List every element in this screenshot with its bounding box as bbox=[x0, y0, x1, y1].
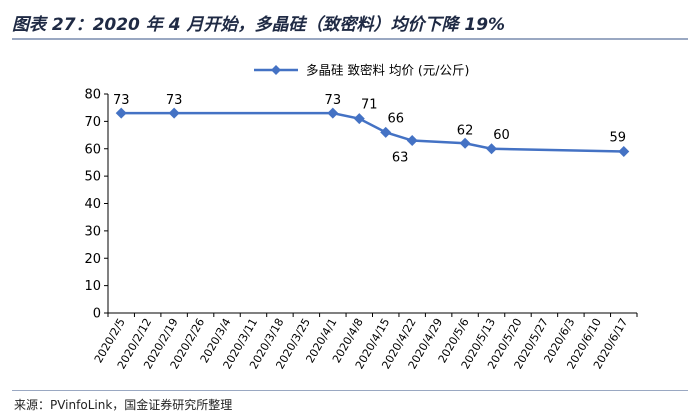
data-label: 59 bbox=[610, 130, 627, 145]
data-label: 66 bbox=[387, 111, 404, 126]
figure-title: 图表 27：2020 年 4 月开始，多晶硅（致密料）均价下降 19% bbox=[12, 15, 506, 35]
legend-label: 多晶硅 致密料 均价 (元/公斤) bbox=[306, 63, 469, 78]
legend-marker bbox=[271, 65, 281, 75]
data-label: 60 bbox=[493, 128, 510, 143]
y-tick-label: 60 bbox=[84, 142, 101, 157]
y-tick-label: 50 bbox=[84, 170, 101, 185]
y-tick-label: 0 bbox=[93, 307, 101, 322]
data-point-marker bbox=[486, 143, 498, 155]
y-tick-label: 20 bbox=[84, 252, 101, 267]
data-point-marker bbox=[353, 113, 365, 125]
title-bar: 图表 27：2020 年 4 月开始，多晶硅（致密料）均价下降 19% bbox=[12, 8, 688, 40]
series-line bbox=[121, 111, 624, 153]
y-tick-label: 80 bbox=[84, 88, 101, 103]
y-tick-label: 30 bbox=[84, 224, 101, 239]
data-label: 73 bbox=[325, 93, 342, 108]
data-point-marker bbox=[327, 107, 339, 119]
data-point-marker bbox=[115, 107, 127, 119]
data-point-marker bbox=[618, 145, 630, 157]
data-label: 63 bbox=[392, 151, 409, 166]
y-tick-label: 70 bbox=[84, 115, 101, 130]
y-tick-label: 40 bbox=[84, 197, 101, 212]
y-tick-label: 10 bbox=[84, 279, 101, 294]
data-point-marker bbox=[406, 135, 418, 147]
data-label: 62 bbox=[457, 123, 474, 138]
source-divider bbox=[12, 390, 688, 391]
data-point-marker bbox=[168, 107, 180, 119]
data-label: 71 bbox=[361, 98, 378, 113]
data-point-marker bbox=[459, 137, 471, 149]
data-point-marker bbox=[380, 126, 392, 138]
data-label: 73 bbox=[166, 93, 183, 108]
data-label: 73 bbox=[113, 93, 130, 108]
source-note: 来源：PVinfoLink，国金证券研究所整理 bbox=[14, 398, 233, 412]
